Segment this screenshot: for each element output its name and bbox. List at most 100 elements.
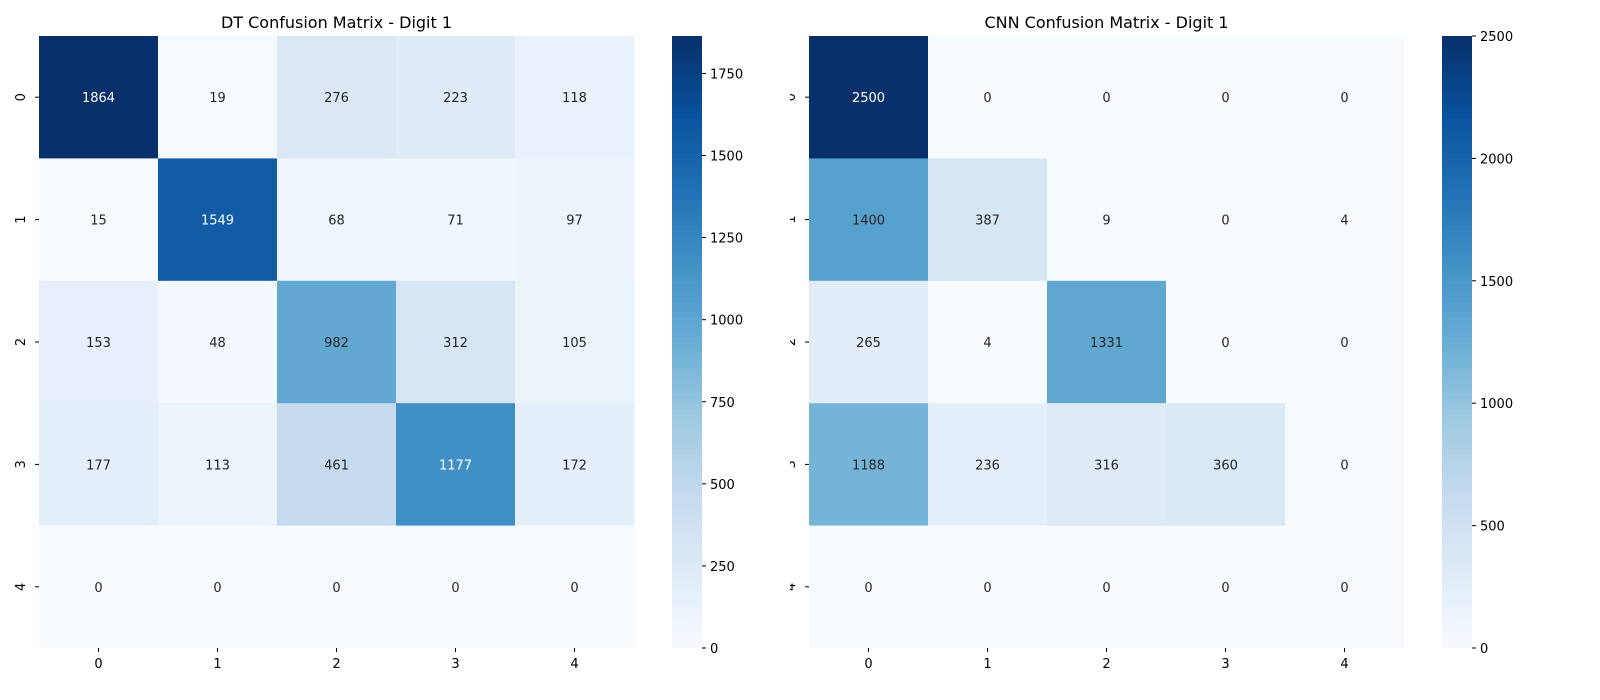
heatmap-cell [1166, 158, 1286, 282]
colorbar-segment [672, 469, 702, 476]
heatmap-cell [809, 280, 929, 404]
colorbar-segment [672, 143, 702, 149]
colorbar-segment [672, 234, 702, 241]
colorbar-segment [1442, 260, 1472, 267]
colorbar-segment [672, 622, 702, 629]
heatmap-cell [515, 36, 635, 159]
colorbar-segment [1442, 556, 1472, 562]
colorbar-segment [1442, 214, 1472, 221]
heatmap-cell [515, 525, 635, 649]
cell-value-label: 982 [324, 336, 349, 351]
colorbar-segment [1442, 331, 1472, 338]
colorbar-segment [1442, 454, 1472, 460]
heatmap-cell [928, 158, 1048, 282]
colorbar-segment [1442, 143, 1472, 149]
cell-value-label: 461 [324, 458, 349, 473]
colorbar-segment [672, 311, 702, 318]
colorbar-segment [672, 367, 702, 374]
heatmap-cell [39, 403, 159, 527]
colorbar-segment [672, 525, 702, 532]
dt-panel: DT Confusion Matrix - Digit 1 1864 19 276 22… [14, 13, 743, 672]
colorbar-segment [672, 280, 702, 287]
colorbar-segment [1442, 428, 1472, 435]
colorbar-segment [672, 117, 702, 124]
colorbar-segment [672, 250, 702, 256]
colorbar-segment [1442, 296, 1472, 302]
colorbar-segment [1442, 413, 1472, 420]
colorbar-segment [1442, 163, 1472, 170]
x-tick-label: 3 [1221, 657, 1229, 672]
cell-value-label: 1549 [201, 214, 234, 229]
heatmap-cell [1285, 36, 1405, 159]
colorbar-segment [1442, 632, 1472, 639]
colorbar-segment [672, 107, 702, 114]
colorbar-segment [672, 459, 702, 465]
colorbar-tick-label: 750 [710, 396, 735, 411]
colorbar-segment [1442, 158, 1472, 165]
cell-value-label: 1331 [1090, 336, 1123, 351]
colorbar-segment [672, 122, 702, 129]
colorbar-segment [672, 214, 702, 221]
colorbar-segment [1442, 326, 1472, 333]
colorbar-segment [1442, 581, 1472, 588]
heatmap-cell [515, 158, 635, 282]
colorbar-segment [1442, 418, 1472, 425]
heatmap-cell [277, 403, 397, 527]
colorbar-segment [1442, 576, 1472, 583]
colorbar-segment [1442, 393, 1472, 399]
colorbar-segment [1442, 530, 1472, 537]
colorbar-segment [672, 224, 702, 231]
heatmap-cell [277, 158, 397, 282]
cell-value-label: 113 [205, 458, 230, 473]
colorbar-segment [1442, 36, 1472, 42]
heatmap-cell [1047, 403, 1167, 527]
chart-title: CNN Confusion Matrix - Digit 1 [984, 13, 1228, 32]
colorbar-segment [672, 153, 702, 159]
colorbar-segment [1442, 464, 1472, 471]
y-tick-label: 0 [790, 93, 799, 101]
colorbar-segment [672, 561, 702, 567]
colorbar-segment [672, 556, 702, 562]
colorbar-tick-label: 0 [710, 642, 718, 657]
colorbar-segment [672, 219, 702, 226]
colorbar-segment [672, 413, 702, 420]
colorbar-segment [672, 342, 702, 348]
colorbar-segment [672, 535, 702, 542]
colorbar-segment [672, 484, 702, 491]
colorbar-segment [672, 637, 702, 644]
y-tick-label: 3 [14, 460, 29, 468]
colorbar-segment [1442, 500, 1472, 506]
cell-value-label: 265 [856, 336, 881, 351]
heatmap-cell [158, 36, 278, 159]
cell-value-label: 71 [447, 214, 464, 229]
cell-value-label: 0 [1340, 91, 1348, 106]
heatmap-cell [1166, 280, 1286, 404]
colorbar-segment [672, 377, 702, 384]
cell-value-label: 0 [451, 581, 459, 596]
colorbar-segment [1442, 336, 1472, 343]
colorbar-segment [672, 204, 702, 210]
heatmap-cell [1047, 525, 1167, 649]
colorbar-segment [672, 382, 702, 389]
colorbar-segment [672, 408, 702, 414]
colorbar-segment [1442, 347, 1472, 353]
cell-value-label: 0 [1221, 91, 1229, 106]
heatmap-cell [39, 158, 159, 282]
colorbar-segment [672, 71, 702, 78]
colorbar-segment [672, 617, 702, 624]
colorbar-tick-label: 2000 [1480, 152, 1513, 167]
colorbar-segment [1442, 153, 1472, 159]
heatmap-cell [396, 158, 516, 282]
heatmap-cell [1285, 525, 1405, 649]
colorbar-segment [1442, 178, 1472, 185]
colorbar-segment [1442, 377, 1472, 384]
cell-value-label: 223 [443, 91, 468, 106]
colorbar-segment [672, 551, 702, 557]
colorbar-segment [1442, 87, 1472, 93]
colorbar-segment [1442, 270, 1472, 277]
cell-value-label: 0 [1102, 581, 1110, 596]
colorbar-segment [672, 510, 702, 516]
cell-value-label: 0 [1340, 581, 1348, 596]
colorbar-segment [1442, 352, 1472, 358]
x-tick-label: 0 [864, 657, 872, 672]
